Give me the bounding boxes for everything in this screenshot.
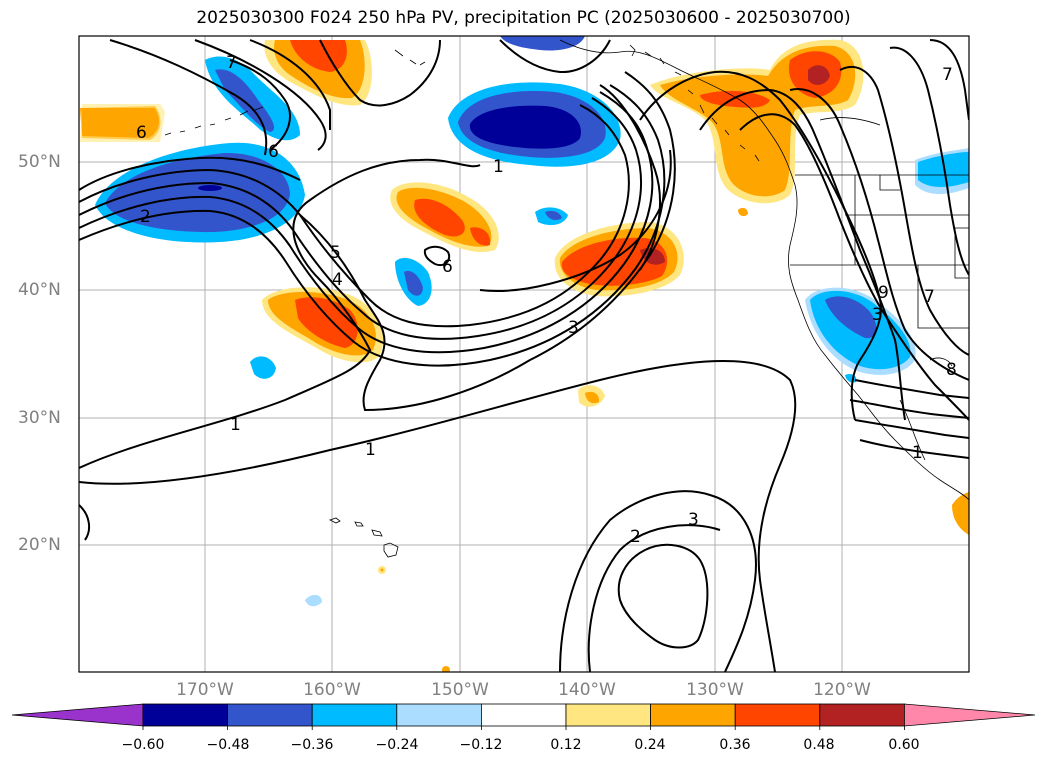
lat-label: 50°N: [18, 152, 61, 172]
contour-label: 4: [332, 270, 343, 290]
lon-label: 150°W: [431, 680, 489, 700]
colorbar-tick-label: −0.36: [290, 737, 334, 753]
lon-label: 120°W: [813, 680, 871, 700]
contour-label: 6: [136, 123, 147, 143]
colorbar-segment: [480, 703, 567, 727]
contour-label: 6: [268, 142, 279, 162]
colorbar-segment: [819, 703, 905, 727]
colorbar-tick-label: −0.48: [206, 737, 250, 753]
contour-label: 3: [872, 305, 883, 325]
coastlines: [164, 39, 969, 558]
contour-label: 1: [365, 440, 376, 460]
colorbar-segment: [650, 703, 736, 727]
colorbar-tick-label: −0.12: [459, 737, 503, 753]
pv-contours: [79, 39, 969, 672]
contour-label: 1: [912, 443, 923, 463]
contour-label: 7: [226, 53, 237, 73]
colorbar-tick-label: −0.24: [375, 737, 419, 753]
lon-label: 130°W: [686, 680, 744, 700]
contour-labels: 1 1 1 1 2 2 3 3 3 4 5 6 6 6 7 7 7 8 9: [136, 53, 957, 547]
lon-label: 160°W: [303, 680, 361, 700]
lon-label: 170°W: [176, 680, 234, 700]
contour-label: 3: [688, 510, 699, 530]
colorbar-tick-label: 0.60: [888, 737, 920, 753]
map-title: 2025030300 F024 250 hPa PV, precipitatio…: [196, 8, 851, 28]
contour-label: 7: [924, 287, 935, 307]
contour-label: 2: [630, 527, 641, 547]
contour-label: 5: [330, 243, 341, 263]
colorbar-extend-right: [904, 703, 1036, 727]
colorbar: [11, 703, 1036, 730]
colorbar-tick-label: −0.60: [121, 737, 165, 753]
colorbar-segment: [311, 703, 398, 727]
contour-label: 9: [878, 283, 889, 303]
map-frame: [78, 35, 970, 673]
contour-label: 1: [493, 157, 504, 177]
contour-label: 2: [140, 207, 151, 227]
lat-label: 40°N: [18, 280, 61, 300]
lat-label: 20°N: [18, 535, 61, 555]
colorbar-segment: [565, 703, 651, 727]
colorbar-segment: [142, 703, 228, 727]
colorbar-segment: [227, 703, 313, 727]
colorbar-segment: [734, 703, 821, 727]
colorbar-tick-label: 0.24: [634, 737, 666, 753]
lon-label: 140°W: [558, 680, 616, 700]
colorbar-tick-label: 0.36: [719, 737, 751, 753]
lat-label: 30°N: [18, 408, 61, 428]
contour-label: 7: [942, 65, 953, 85]
precip-fields: [80, 36, 969, 672]
colorbar-extend-left: [11, 703, 144, 727]
colorbar-tick-label: 0.48: [803, 737, 835, 753]
contour-label: 3: [568, 318, 579, 338]
colorbar-tick-label: 0.12: [550, 737, 582, 753]
colorbar-segment: [396, 703, 482, 727]
contour-label: 6: [442, 257, 453, 277]
contour-label: 1: [230, 415, 241, 435]
contour-label: 8: [946, 360, 957, 380]
